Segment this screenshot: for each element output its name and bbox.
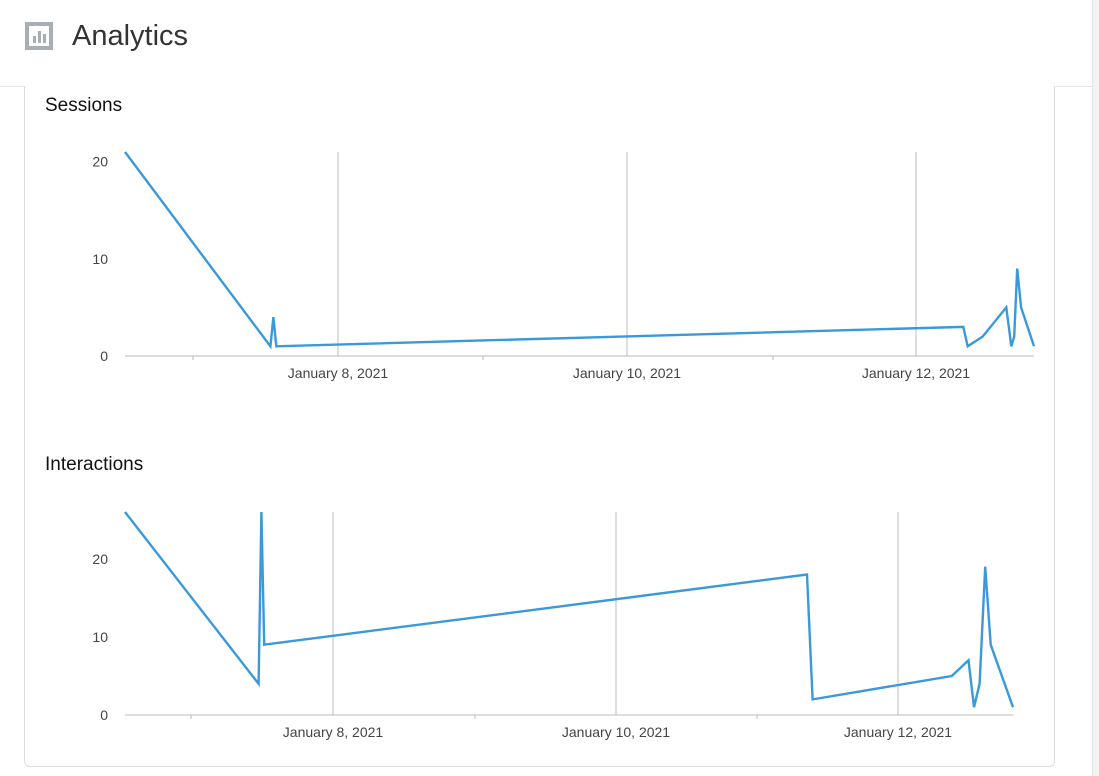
bar-chart-icon <box>25 22 53 50</box>
x-tick-label: January 12, 2021 <box>862 365 970 381</box>
sessions-chart-title: Sessions <box>45 95 123 116</box>
scrollbar[interactable] <box>1092 0 1099 776</box>
interactions-chart-title: Interactions <box>45 454 144 475</box>
x-tick-label: January 12, 2021 <box>844 724 952 740</box>
sessions-chart: 0 10 20 January 8, 2021 January 10, 2021 Janu… <box>92 151 1036 381</box>
charts-card: Sessions Interactions 0 10 20 January 8, 20… <box>24 86 1055 767</box>
y-tick-label: 20 <box>92 154 108 170</box>
x-tick-label: January 10, 2021 <box>562 724 670 740</box>
y-tick-label: 0 <box>100 348 108 364</box>
y-tick-label: 0 <box>100 707 108 723</box>
page-title: Analytics <box>72 20 189 52</box>
x-tick-label: January 10, 2021 <box>573 365 681 381</box>
y-tick-label: 10 <box>92 251 108 267</box>
series-line[interactable] <box>124 511 1015 708</box>
series-line[interactable] <box>124 151 1036 350</box>
x-tick-label: January 8, 2021 <box>283 724 384 740</box>
page-header: Analytics <box>0 0 1092 87</box>
x-tick-label: January 8, 2021 <box>288 365 389 381</box>
interactions-chart: 0 10 20 January 8, 2021 January 10, 2021 Janu… <box>92 511 1015 740</box>
y-tick-label: 20 <box>92 551 108 567</box>
y-tick-label: 10 <box>92 629 108 645</box>
